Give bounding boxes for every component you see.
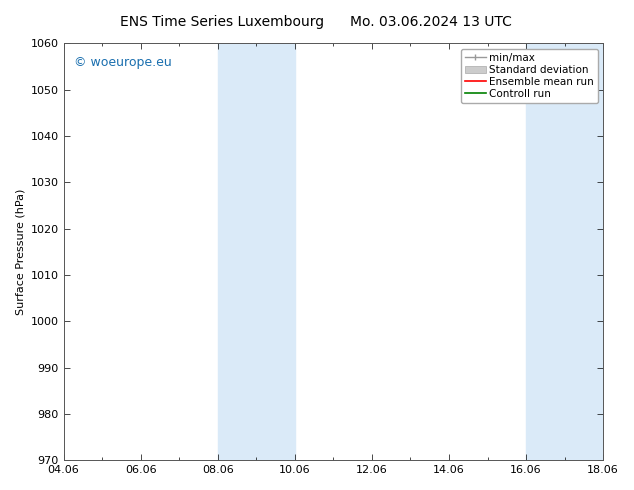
Bar [526, 44, 565, 460]
Text: Mo. 03.06.2024 13 UTC: Mo. 03.06.2024 13 UTC [350, 15, 512, 29]
Text: ENS Time Series Luxembourg: ENS Time Series Luxembourg [120, 15, 324, 29]
Bar [217, 44, 256, 460]
Bar [565, 44, 603, 460]
Bar [256, 44, 295, 460]
Text: © woeurope.eu: © woeurope.eu [74, 56, 172, 69]
Legend: min/max, Standard deviation, Ensemble mean run, Controll run: min/max, Standard deviation, Ensemble me… [461, 49, 598, 103]
Y-axis label: Surface Pressure (hPa): Surface Pressure (hPa) [15, 189, 25, 315]
